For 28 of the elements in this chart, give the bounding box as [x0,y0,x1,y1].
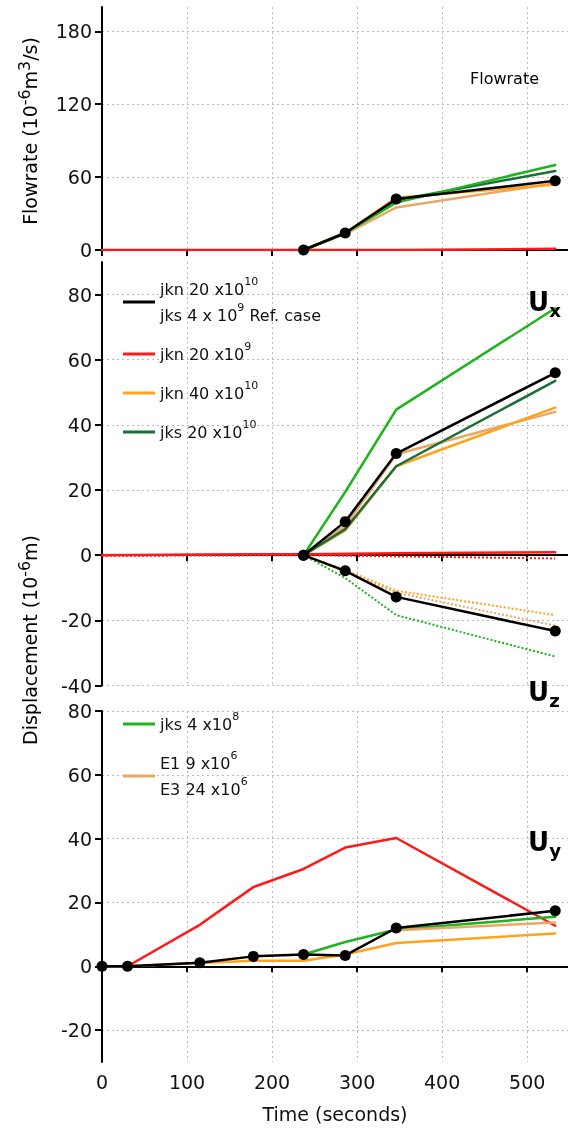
y-tick-label: -40 [60,674,92,697]
y-tick-label: 0 [79,955,92,978]
y-tick-label: 60 [67,763,92,786]
y-tick-label: 80 [67,283,92,306]
y-tick-label: 40 [67,827,92,850]
y-tick-label: 80 [67,700,92,722]
y-tick-label: -20 [60,609,92,632]
y-tick-label: 120 [55,93,92,116]
y-tick-label: 40 [67,413,92,436]
annotation: U$_{y}$ [528,827,561,862]
y-tick-label: 60 [67,166,92,189]
y-tick-label: 0 [79,239,92,261]
x-axis-title: Time (seconds) [261,1102,408,1125]
x-tick-label: 400 [424,1070,461,1093]
x-tick-label: 500 [509,1070,546,1093]
annotation: Flowrate [470,69,540,88]
annotation: U$_{z}$ [528,677,560,712]
x-tick-label: 300 [338,1070,376,1093]
y-tick-label: 20 [67,891,92,914]
y-tick-label: -20 [60,1019,92,1042]
y-tick-label: 60 [67,348,92,371]
annotation: U$_{x}$ [528,287,561,322]
x-tick-label: 200 [253,1070,291,1093]
y-tick-label: 0 [79,544,92,567]
y-tick-label: 180 [55,20,92,43]
y-tick-label: 20 [67,479,92,502]
x-tick-label: 0 [95,1070,109,1093]
x-tick-label: 100 [168,1070,206,1093]
